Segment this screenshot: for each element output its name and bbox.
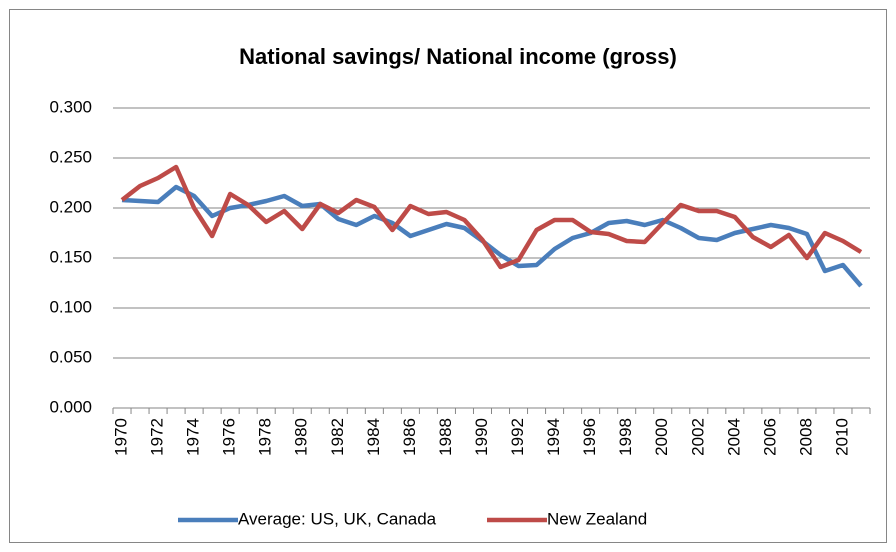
x-tick-label: 2008: [796, 418, 815, 456]
legend-label: New Zealand: [547, 509, 647, 528]
x-tick-label: 1990: [472, 418, 491, 456]
x-tick-label: 2000: [652, 418, 671, 456]
y-tick-label: 0.000: [49, 397, 92, 416]
y-tick-label: 0.150: [49, 247, 92, 266]
x-tick-label: 2006: [760, 418, 779, 456]
chart-border: [9, 9, 887, 543]
chart-title: National savings/ National income (gross…: [239, 44, 677, 69]
x-tick-label: 1982: [328, 418, 347, 456]
y-tick-label: 0.100: [49, 297, 92, 316]
x-tick-label: 1976: [220, 418, 239, 456]
x-tick-label: 1974: [184, 418, 203, 456]
x-tick-label: 1984: [364, 418, 383, 456]
y-tick-label: 0.300: [49, 97, 92, 116]
x-tick-label: 1998: [616, 418, 635, 456]
legend-label: Average: US, UK, Canada: [238, 509, 437, 528]
x-tick-label: 1972: [148, 418, 167, 456]
x-tick-label: 1992: [508, 418, 527, 456]
y-tick-label: 0.250: [49, 147, 92, 166]
x-tick-label: 1986: [400, 418, 419, 456]
y-tick-label: 0.200: [49, 197, 92, 216]
y-tick-label: 0.050: [49, 347, 92, 366]
x-tick-label: 1988: [436, 418, 455, 456]
x-tick-label: 1980: [292, 418, 311, 456]
x-tick-label: 1996: [580, 418, 599, 456]
x-tick-label: 2002: [688, 418, 707, 456]
x-tick-label: 2004: [724, 418, 743, 456]
x-tick-label: 1994: [544, 418, 563, 456]
x-tick-label: 2010: [832, 418, 851, 456]
series-line: [120, 164, 863, 270]
x-tick-label: 1970: [111, 418, 130, 456]
x-tick-label: 1978: [256, 418, 275, 456]
